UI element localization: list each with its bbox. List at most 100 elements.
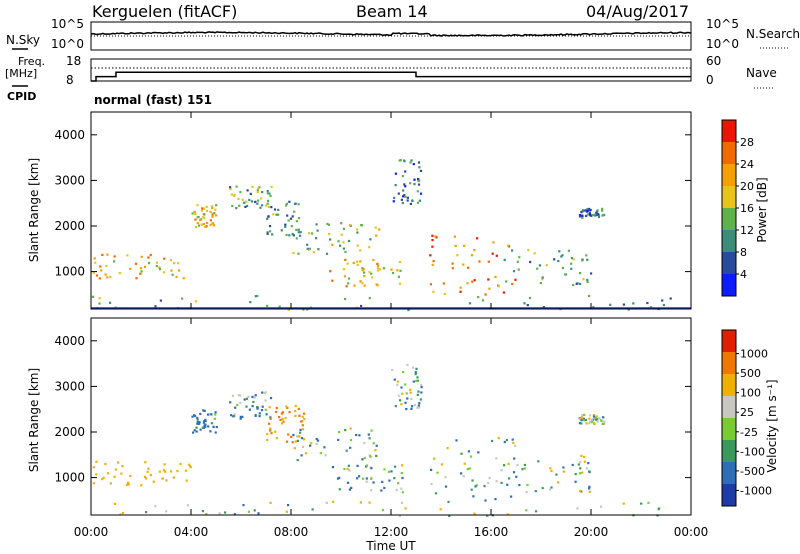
echo-cell [147, 467, 150, 470]
echo-cell [431, 234, 434, 237]
echo-cell [295, 228, 298, 232]
echo-cell [343, 275, 346, 278]
echo-cell [365, 477, 368, 480]
echo-cell [193, 414, 196, 417]
echo-cell [477, 296, 480, 299]
echo-cell [401, 501, 404, 504]
echo-cell [297, 407, 300, 410]
echo-cell [155, 265, 158, 268]
echo-cell [260, 197, 263, 200]
echo-cell [535, 510, 538, 513]
echo-cell [439, 508, 442, 511]
echo-cell [275, 213, 278, 216]
power-yaxis: 4000 3000 2000 1000 [54, 128, 691, 279]
echo-cell [609, 303, 612, 306]
velocity-panel: 4000 3000 2000 1000 Slant Range [km] 1000 50… [27, 317, 779, 517]
echo-cell [469, 455, 473, 458]
echo-cell [296, 459, 299, 462]
echo-cell [350, 486, 353, 489]
echo-cell [395, 489, 398, 492]
echo-cell [406, 397, 409, 400]
echo-cell [140, 255, 143, 258]
freq-left-tick-top: 18 [66, 54, 81, 68]
echo-cell [372, 442, 375, 445]
colorbar-swatch [722, 186, 736, 208]
echo-cell [197, 224, 201, 227]
echo-cell [339, 244, 342, 247]
colorbar-swatch [722, 230, 736, 252]
echo-cell [173, 262, 176, 265]
echo-cell [301, 445, 305, 448]
echo-cell [561, 254, 564, 257]
echo-cell [381, 509, 385, 512]
echo-cell [396, 380, 399, 383]
power-ylabel: Slant Range [km] [27, 158, 41, 262]
echo-cell [466, 282, 469, 285]
echo-cell [327, 223, 331, 226]
echo-cell [368, 271, 371, 274]
echo-cell [413, 183, 416, 186]
echo-cell [269, 416, 272, 419]
echo-cell [175, 275, 178, 278]
echo-cell [243, 201, 246, 204]
echo-cell [143, 265, 147, 268]
echo-cell [403, 194, 406, 197]
echo-cell [287, 433, 290, 436]
echo-cell [270, 432, 273, 435]
echo-cell [578, 215, 582, 218]
echo-cell [285, 202, 288, 205]
echo-cell [281, 417, 284, 420]
echo-cell [297, 203, 300, 206]
echo-cell [297, 228, 300, 231]
echo-cell [497, 437, 500, 440]
echo-cell [126, 254, 129, 257]
echo-cell [588, 417, 591, 420]
echo-cell [456, 254, 459, 257]
echo-cell [368, 297, 371, 300]
echo-cell [467, 450, 470, 453]
echo-cell [289, 217, 293, 220]
echo-cell [595, 418, 598, 421]
echo-cell [555, 473, 558, 476]
echo-cell [409, 388, 412, 391]
echo-cell [397, 192, 400, 195]
echo-cell [258, 415, 261, 418]
echo-cell [420, 383, 423, 386]
echo-cell [381, 480, 384, 483]
echo-cell [388, 479, 391, 482]
echo-cell [258, 186, 261, 189]
echo-cell [237, 394, 240, 397]
echo-cell [288, 234, 291, 237]
echo-cell [209, 219, 212, 222]
echo-cell [204, 419, 207, 423]
echo-cell [590, 214, 593, 217]
echo-cell [525, 509, 528, 512]
echo-cell [209, 223, 212, 226]
echo-cell [300, 420, 303, 423]
power-colorbar-label: Power [dB] [755, 177, 769, 242]
echo-cell [363, 456, 366, 460]
echo-cell [550, 469, 553, 473]
echo-cell [596, 420, 599, 423]
colorbar-swatch [722, 164, 736, 186]
echo-cell [159, 299, 162, 302]
echo-cell [241, 198, 244, 201]
echo-cell [269, 397, 273, 400]
echo-cell [396, 269, 399, 272]
echo-cell [506, 483, 509, 486]
echo-cell [579, 282, 582, 285]
echo-cell [562, 470, 565, 473]
echo-cell [434, 235, 437, 238]
echo-cell [277, 208, 280, 211]
echo-cell [541, 278, 544, 281]
echo-cell [536, 267, 539, 270]
echo-cell [288, 200, 291, 203]
echo-cell [260, 409, 263, 412]
echo-cell [585, 254, 588, 257]
echo-cell [367, 433, 370, 436]
ytick-label: 1000 [54, 471, 85, 485]
echo-cell [622, 502, 625, 505]
echo-cell [369, 455, 372, 458]
echo-cell [510, 495, 513, 498]
echo-cell [275, 407, 278, 410]
